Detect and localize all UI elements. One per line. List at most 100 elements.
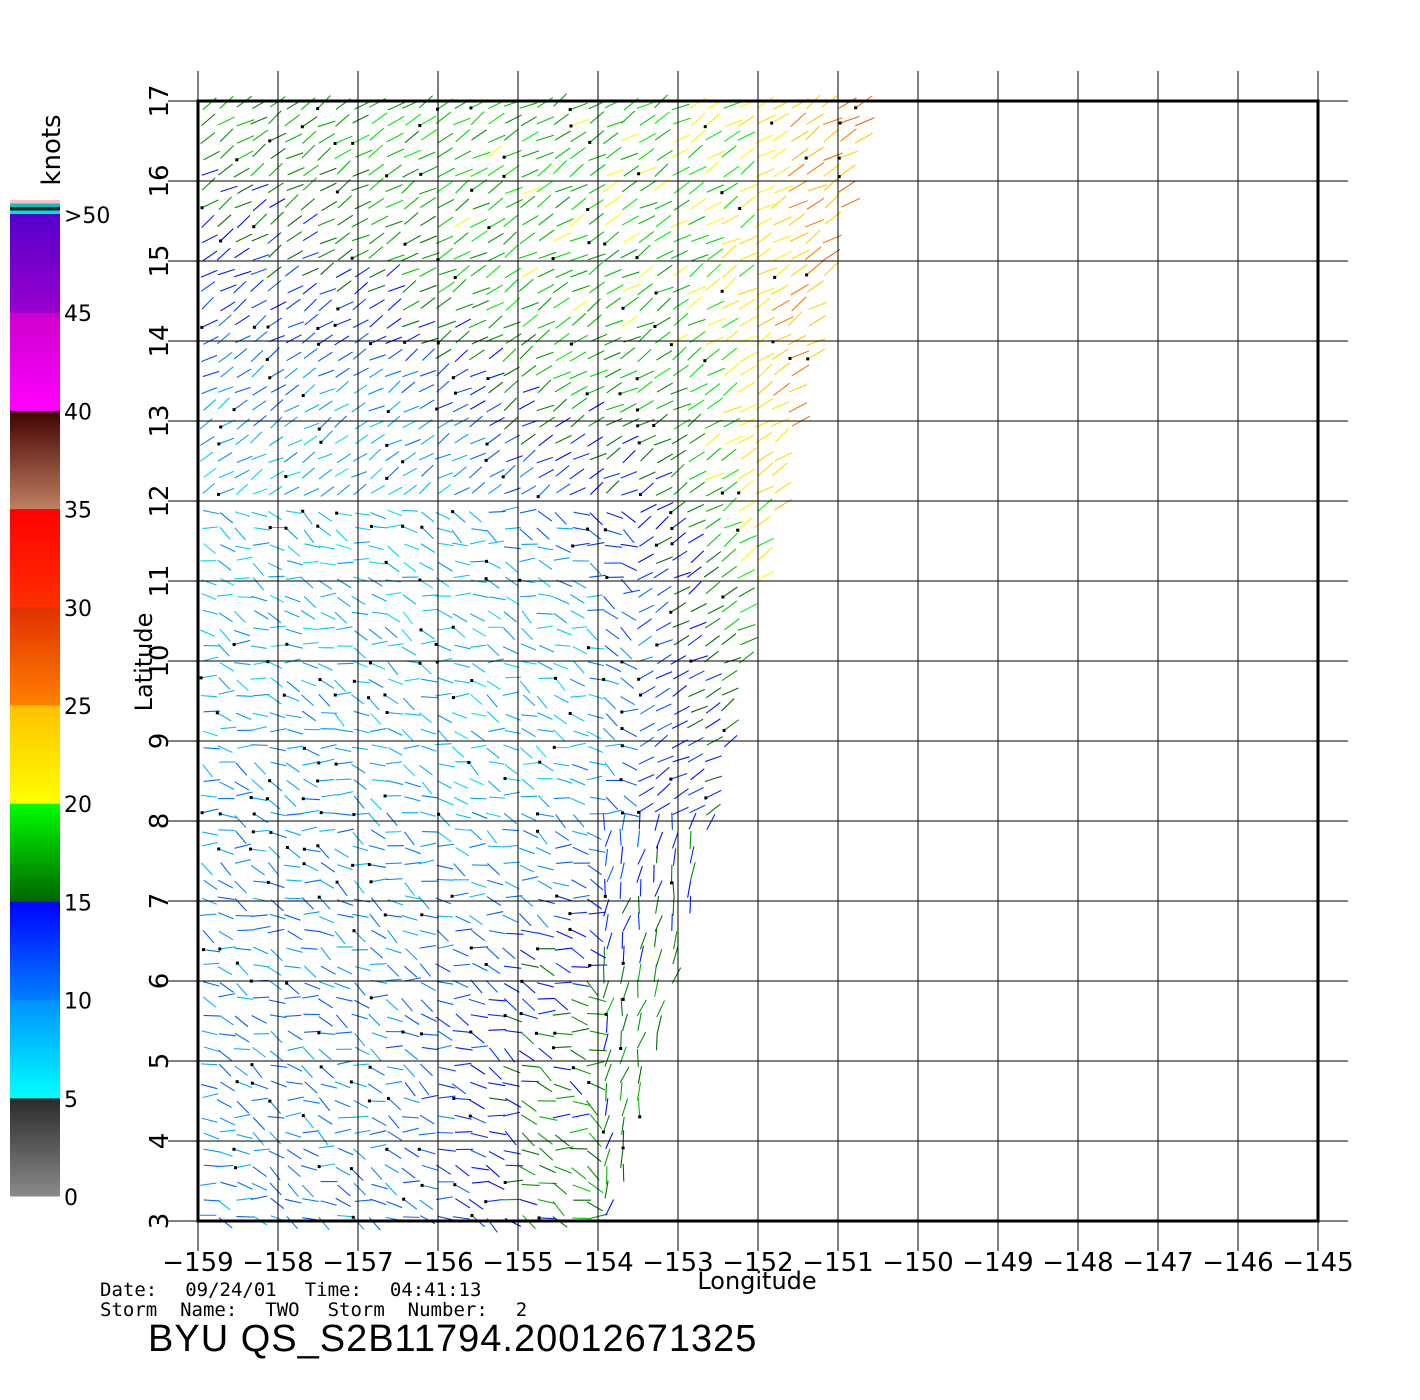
- wind-vector: [218, 689, 235, 695]
- wind-vector: [451, 892, 469, 897]
- wind-vector: [202, 1093, 219, 1099]
- wind-vector: [757, 462, 774, 477]
- wind-vector: [421, 795, 439, 799]
- wind-vector: [606, 169, 625, 177]
- wind-vector: [537, 546, 554, 551]
- wind-vector: [488, 1029, 507, 1031]
- wind-vector: [401, 628, 413, 642]
- wind-vector: [301, 826, 318, 832]
- wind-vector: [757, 546, 773, 561]
- wind-vector: [502, 646, 518, 655]
- wind-vector: [335, 1014, 348, 1029]
- wind-vector: [285, 1131, 302, 1138]
- wind-vector: [216, 332, 231, 345]
- wind-vector: [369, 1066, 385, 1076]
- rain-flag: [602, 677, 606, 681]
- wind-vector: [690, 129, 706, 144]
- wind-vector: [571, 879, 587, 889]
- wind-vector: [252, 386, 268, 396]
- wind-vector: [405, 348, 419, 362]
- y-tick-label: 17: [145, 84, 175, 117]
- wind-vector: [485, 449, 500, 461]
- wind-vector: [556, 861, 573, 865]
- wind-vector: [401, 646, 417, 656]
- wind-vector: [807, 184, 828, 192]
- wind-vector: [488, 381, 504, 394]
- rain-flag: [620, 660, 624, 664]
- wind-vector: [655, 601, 669, 614]
- wind-vector: [286, 1081, 303, 1085]
- wind-vector: [284, 610, 300, 618]
- wind-vector: [336, 484, 351, 496]
- wind-vector: [489, 796, 506, 799]
- rain-flag: [302, 746, 306, 750]
- wind-vector: [538, 559, 553, 571]
- wind-vector: [334, 468, 349, 477]
- wind-vector: [640, 686, 656, 696]
- wind-vector: [351, 234, 370, 242]
- wind-vector: [606, 512, 624, 519]
- wind-vector: [420, 543, 435, 553]
- wind-vector: [638, 604, 655, 613]
- wind-vector: [453, 1097, 472, 1101]
- wind-vector: [487, 879, 504, 886]
- wind-vector: [319, 167, 337, 176]
- wind-vector: [454, 349, 469, 363]
- wind-vector: [217, 1150, 233, 1157]
- wind-vector: [455, 179, 470, 194]
- wind-vector: [438, 1083, 456, 1089]
- wind-vector: [252, 542, 270, 546]
- wind-vector: [420, 745, 437, 752]
- wind-vector: [317, 930, 334, 937]
- wind-vector: [604, 368, 622, 378]
- wind-vector: [403, 484, 418, 495]
- wind-vector: [420, 464, 434, 477]
- wind-vector: [351, 763, 366, 774]
- wind-vector: [740, 447, 757, 460]
- wind-vector: [437, 198, 455, 209]
- wind-vector: [619, 647, 633, 660]
- wind-vector: [252, 1117, 266, 1131]
- wind-vector: [486, 301, 505, 311]
- wind-vector: [705, 687, 722, 699]
- wind-vector: [337, 913, 354, 918]
- wind-vector: [639, 736, 655, 748]
- wind-vector: [199, 1182, 217, 1186]
- wind-vector: [503, 128, 519, 141]
- wind-vector: [655, 703, 672, 712]
- wind-vector: [771, 112, 789, 124]
- wind-vector: [569, 351, 587, 362]
- wind-vector: [554, 147, 571, 159]
- wind-vector: [219, 1129, 236, 1133]
- x-tick-label: −153: [642, 1248, 713, 1278]
- wind-vector: [655, 486, 673, 496]
- wind-vector: [220, 145, 235, 159]
- wind-vector: [386, 524, 403, 529]
- wind-vector: [454, 1131, 473, 1133]
- wind-vector: [250, 279, 264, 293]
- wind-vector: [621, 708, 639, 713]
- wind-vector: [420, 434, 435, 445]
- wind-vector: [284, 1198, 302, 1204]
- colorbar-band: [10, 705, 60, 804]
- wind-vector: [503, 744, 519, 751]
- wind-vector: [655, 286, 674, 294]
- rain-flag: [200, 325, 204, 329]
- wind-vector: [804, 219, 824, 228]
- wind-vector: [555, 451, 572, 462]
- wind-vector: [270, 831, 287, 839]
- wind-vector: [385, 999, 399, 1011]
- wind-vector: [251, 1064, 263, 1079]
- wind-vector: [638, 166, 657, 175]
- wind-vector: [721, 347, 738, 361]
- wind-vector: [320, 862, 336, 873]
- wind-vector: [217, 559, 232, 571]
- wind-vector: [503, 149, 522, 158]
- wind-vector: [353, 1099, 369, 1109]
- rain-flag: [670, 526, 674, 530]
- wind-vector: [353, 930, 366, 943]
- wind-vector: [519, 557, 536, 563]
- wind-vector: [656, 536, 673, 546]
- wind-vector: [672, 346, 687, 361]
- wind-vector: [386, 711, 404, 715]
